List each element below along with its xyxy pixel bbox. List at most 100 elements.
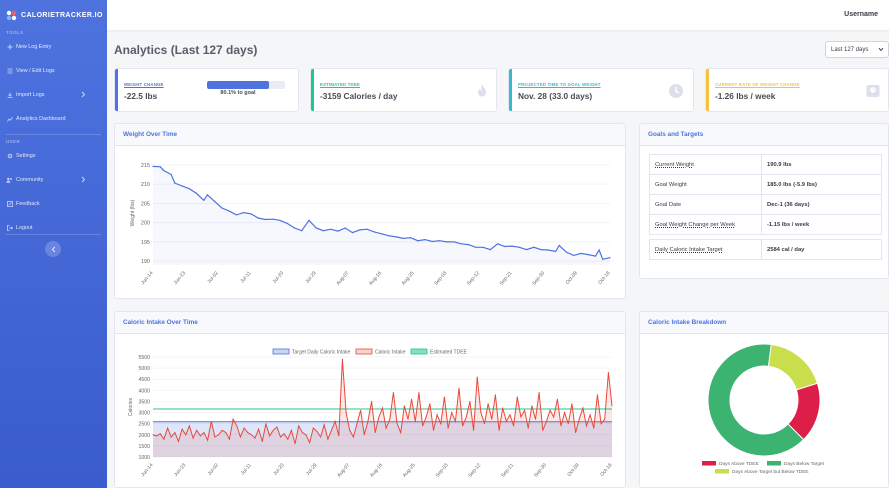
table-row: Daily Caloric Intake Target 2584 cal / da… [649,239,882,260]
y-tick-label: 5000 [138,366,150,372]
intake-point [567,423,569,425]
intake-point [538,392,540,394]
intake-point [593,427,595,429]
gear-icon [6,153,13,160]
intake-point [174,432,176,434]
intake-point [294,443,296,445]
intake-point [316,430,318,432]
intake-point [250,434,252,436]
legend-label: Days Above TDEE [719,461,759,467]
section-heading-user: USER [6,139,21,144]
intake-point [170,436,172,438]
brand[interactable]: CALORIETRACKER.IO [6,9,103,21]
stat-value: Nov. 28 (33.0 days) [518,91,593,101]
daily-intake-target-link[interactable]: Daily Caloric Intake Target [655,246,723,253]
sidebar-divider [6,134,101,135]
user-menu[interactable]: Username [844,11,878,18]
intake-point [535,418,536,420]
caloric-intake-chart: 1000 1500 2000 2500 3000 3500 4000 4500 5000 5500… [128,348,614,479]
y-tick-label: 215 [141,163,150,169]
intake-point [221,429,223,431]
sidebar-item-import-logs[interactable]: Import Logs [0,85,107,105]
intake-point [480,412,482,414]
weight-point [580,252,582,255]
intake-point [494,394,496,396]
sidebar-toggle-button[interactable] [45,241,61,257]
intake-point [192,437,194,439]
weight-point [308,219,310,221]
intake-point [349,429,351,431]
weight-point [243,212,245,214]
weight-point [431,240,433,243]
weight-point [188,188,190,190]
goal-change-per-week-link[interactable]: Goal Weight Change per Week [655,221,736,228]
edit-icon [6,201,13,208]
legend-label: Estimated TDEE [430,350,468,356]
intake-point [323,424,325,426]
y-tick-label: 2000 [138,433,150,439]
intake-point [392,392,394,394]
intake-point [586,425,587,427]
goal-label: Daily Caloric Intake Target [649,239,762,260]
stat-value: -3159 Calories / day [320,91,398,101]
intake-point [454,420,456,422]
intake-point [203,432,205,434]
tdee-card: ESTIMATED TDEE -3159 Calories / day [310,68,497,112]
legend-label: Days Below Target [784,461,825,467]
sidebar-item-view-edit-logs[interactable]: View / Edit Logs [0,61,107,81]
weight-point [388,235,390,237]
import-icon [6,92,13,99]
intake-point [389,418,391,420]
intake-point [400,432,402,434]
date-range-select[interactable]: Last 127 days [825,41,889,58]
intake-point [513,425,515,427]
weight-point [518,246,520,248]
weight-point [402,237,404,240]
current-weight-link[interactable]: Current Weight [655,161,694,168]
y-tick-label: 200 [141,221,150,227]
weight-point [496,243,499,245]
sidebar-item-settings[interactable]: Settings [0,146,107,166]
list-icon [6,68,13,75]
intake-point [465,416,467,418]
intake-point [484,423,485,425]
weight-point [511,245,513,247]
weight-point [540,248,542,251]
logout-icon [6,225,13,232]
goal-progress-bar [207,81,285,89]
weight-point [460,243,462,245]
plus-icon [6,44,13,51]
y-tick-label: 195 [141,240,150,246]
intake-point [331,429,332,431]
sidebar-item-logout[interactable]: Logout [0,218,107,238]
legend-label: Days Above Target but Below TDEE [732,469,809,475]
intake-point [280,436,281,438]
sidebar: CALORIETRACKER.IO TOOLS New Log Entry Vi… [0,0,107,488]
intake-point [498,429,500,431]
sidebar-item-feedback[interactable]: Feedback [0,194,107,214]
x-tick-label: Aug-07 [336,462,351,478]
intake-point [371,400,373,402]
chevron-down-icon [878,47,884,54]
goals-card: Goals and Targets Current Weight 190.9 lb… [639,123,889,279]
weight-over-time-card: Weight Over Time 190 195 200 205 210 215 Weigh… [114,123,626,299]
rate-card: CURRENT RATE OF WEIGHT CHANGE -1.26 lbs … [705,68,889,112]
intake-point [338,435,340,437]
weight-area [153,166,610,265]
x-tick-label: Sep-21 [499,270,514,286]
intake-point [345,412,347,414]
legend-label: Caloric Intake [375,350,406,356]
stat-label: WEIGHT CHANGE [124,82,164,87]
legend-swatch [272,348,290,355]
sidebar-item-analytics-dashboard[interactable]: Analytics Dashboard [0,109,107,129]
sidebar-item-new-log-entry[interactable]: New Log Entry [0,37,107,57]
weight-point [609,257,611,259]
weight-point [525,248,528,251]
intake-point [225,432,227,434]
intake-point [549,409,551,411]
sidebar-item-community[interactable]: Community [0,170,107,190]
weight-point [272,218,274,220]
weight-point [337,230,339,232]
weight-point [554,250,557,253]
intake-point [207,439,209,441]
